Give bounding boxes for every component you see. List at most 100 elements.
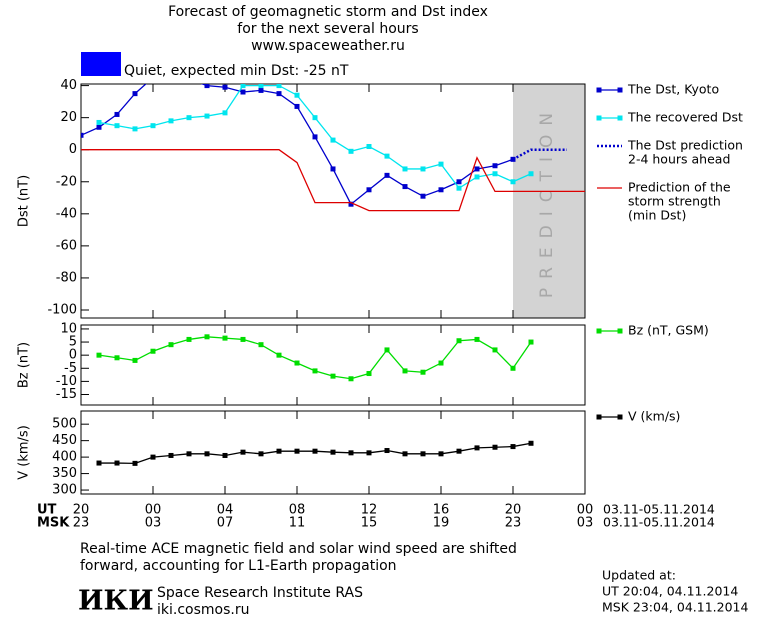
point: [294, 448, 300, 454]
legend-label: The Dst, Kyoto: [627, 82, 719, 97]
point: [456, 185, 462, 191]
point: [114, 111, 120, 117]
point: [528, 171, 534, 177]
legend-label: storm strength: [628, 194, 721, 209]
plot-frame: [80, 410, 586, 495]
point: [222, 110, 228, 116]
point: [348, 450, 354, 456]
point: [420, 451, 426, 457]
point: [204, 113, 210, 119]
point: [186, 336, 192, 342]
point: [294, 360, 300, 366]
point: [258, 84, 264, 89]
legend-label: 2-4 hours ahead: [628, 152, 730, 167]
point: [114, 355, 120, 361]
point: [81, 132, 84, 138]
x-tick-label: 08: [289, 503, 306, 518]
note: forward, accounting for L1-Earth propaga…: [80, 558, 397, 574]
prediction-band: [513, 84, 585, 318]
updated: UT 20:04, 04.11.2014: [602, 584, 738, 599]
x2-tick-label: 15: [361, 516, 378, 531]
y-tick-label: 0: [69, 142, 77, 157]
x2-tick-label: 07: [217, 516, 234, 531]
point: [384, 172, 390, 178]
x-tick-label: 04: [217, 503, 234, 518]
point: [348, 148, 354, 154]
legend-marker: [596, 115, 602, 121]
point: [114, 460, 120, 466]
x-tick-label: 20: [73, 503, 90, 518]
point: [438, 360, 444, 366]
point: [456, 338, 462, 344]
x2-tick-label: 11: [289, 516, 306, 531]
y-tick-label: 40: [60, 78, 77, 93]
y-axis-title: Bz (nT): [17, 342, 32, 388]
point: [132, 91, 138, 97]
x-tick-label: 00: [145, 503, 162, 518]
point: [312, 134, 318, 140]
point: [240, 89, 246, 95]
point: [492, 347, 498, 353]
point: [168, 118, 174, 124]
point: [96, 119, 102, 125]
point: [132, 357, 138, 363]
x-tick-label: 20: [505, 503, 522, 518]
point: [420, 166, 426, 172]
legend-label: (min Dst): [628, 208, 686, 223]
point: [528, 339, 534, 345]
status-swatch: [81, 52, 121, 76]
title-line: www.spaceweather.ru: [251, 38, 405, 54]
point: [474, 166, 480, 172]
point: [330, 166, 336, 172]
point: [204, 451, 210, 457]
point: [258, 87, 264, 93]
y-tick-label: 0: [69, 348, 77, 363]
point: [186, 115, 192, 121]
x-row-label: MSK: [37, 516, 70, 531]
point: [510, 444, 516, 450]
point: [258, 342, 264, 348]
note: Real-time ACE magnetic field and solar w…: [80, 541, 517, 557]
y-tick-label: 450: [52, 433, 77, 448]
y-tick-label: -5: [64, 361, 77, 376]
date-range: 03.11-05.11.2014: [603, 515, 715, 530]
y-tick-label: -80: [56, 270, 77, 285]
legend-label: Bz (nT, GSM): [628, 323, 709, 338]
x-tick-label: 12: [361, 503, 378, 518]
point: [96, 460, 102, 466]
point: [96, 352, 102, 358]
point: [438, 187, 444, 193]
point: [168, 342, 174, 348]
y-axis-title: Dst (nT): [17, 175, 32, 227]
point: [276, 84, 282, 89]
legend-label: The recovered Dst: [627, 110, 743, 125]
y-tick-label: 350: [52, 466, 77, 481]
point: [420, 369, 426, 375]
point: [384, 153, 390, 159]
point: [492, 163, 498, 169]
point: [384, 347, 390, 353]
point: [492, 171, 498, 177]
point: [366, 371, 372, 377]
point: [474, 336, 480, 342]
legend-marker: [596, 328, 602, 334]
point: [402, 166, 408, 172]
point: [114, 123, 120, 129]
legend-label: The Dst prediction: [627, 138, 743, 153]
point: [186, 451, 192, 457]
point: [276, 448, 282, 454]
point: [510, 179, 516, 185]
x2-tick-label: 23: [73, 516, 90, 531]
point: [402, 451, 408, 457]
point: [456, 448, 462, 454]
point: [204, 84, 210, 89]
date-range: 03.11-05.11.2014: [603, 502, 715, 517]
point: [312, 115, 318, 121]
point: [330, 137, 336, 143]
point: [312, 368, 318, 374]
point: [528, 440, 534, 446]
legend-marker: [596, 414, 602, 420]
point: [384, 448, 390, 454]
status: Quiet, expected min Dst: -25 nT: [124, 63, 349, 79]
y-tick-label: 10: [60, 321, 77, 336]
